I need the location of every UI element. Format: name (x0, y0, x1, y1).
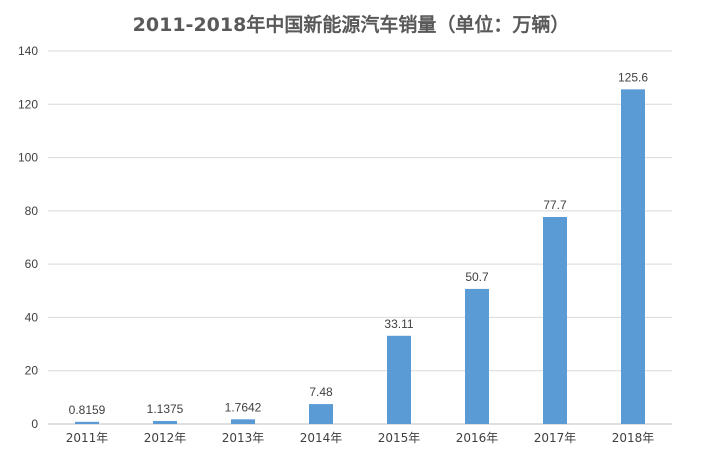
x-tick-label: 2018年 (612, 431, 655, 445)
y-tick-label: 120 (18, 97, 38, 111)
y-tick-label: 60 (25, 257, 39, 271)
data-label: 33.11 (384, 317, 413, 331)
data-label: 50.7 (465, 270, 489, 284)
y-tick-label: 20 (25, 364, 39, 378)
x-tick-label: 2012年 (144, 431, 187, 445)
y-tick-label: 40 (25, 310, 39, 324)
data-label: 125.6 (618, 70, 648, 84)
x-tick-label: 2014年 (300, 431, 343, 445)
bar (309, 404, 333, 424)
x-tick-label: 2015年 (378, 431, 421, 445)
data-label: 1.1375 (147, 402, 184, 416)
x-tick-label: 2017年 (534, 431, 577, 445)
bar (621, 89, 645, 424)
data-label: 77.7 (543, 198, 567, 212)
bar (387, 335, 411, 424)
bar (543, 216, 567, 424)
y-tick-label: 100 (18, 151, 38, 165)
data-label: 1.7642 (225, 400, 262, 414)
bar (75, 421, 99, 424)
bar (465, 288, 489, 424)
data-label: 0.8159 (69, 403, 106, 417)
y-tick-label: 140 (18, 44, 38, 58)
x-tick-label: 2011年 (66, 431, 109, 445)
y-tick-label: 0 (31, 417, 38, 431)
chart-title: 2011-2018年中国新能源汽车销量（单位：万辆） (132, 14, 570, 36)
bar (153, 420, 177, 424)
data-label: 7.48 (309, 385, 333, 399)
x-tick-label: 2016年 (456, 431, 499, 445)
y-tick-label: 80 (25, 204, 39, 218)
bar (231, 419, 255, 424)
x-tick-label: 2013年 (222, 431, 265, 445)
